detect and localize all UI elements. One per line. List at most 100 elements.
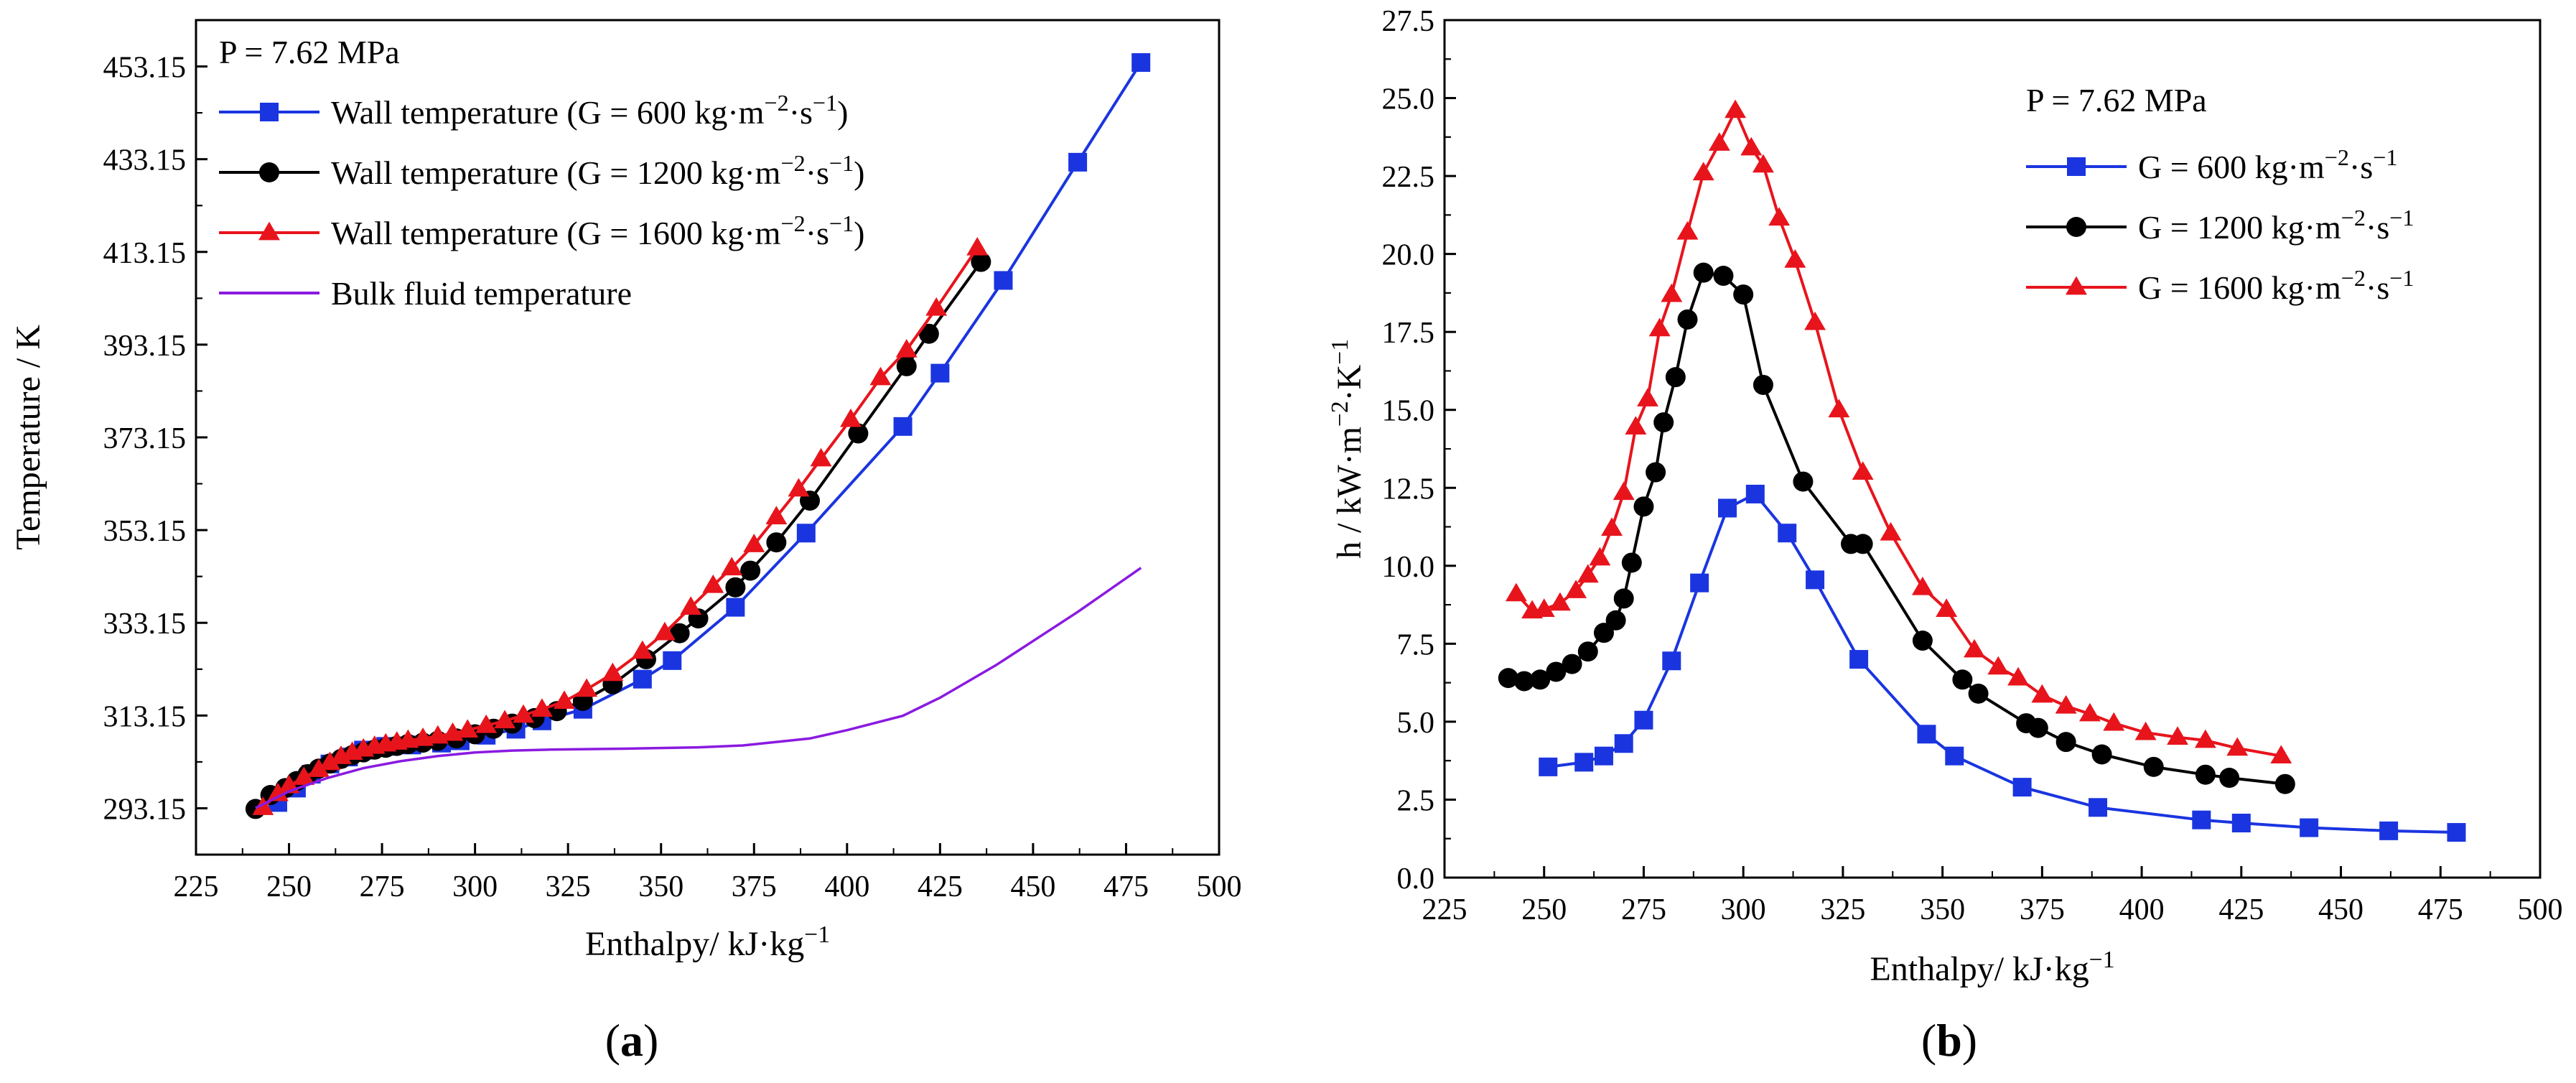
data-point bbox=[2194, 729, 2216, 748]
data-point bbox=[1708, 132, 1730, 151]
data-point bbox=[513, 704, 534, 723]
data-point bbox=[2195, 764, 2216, 785]
data-point bbox=[1676, 220, 1699, 240]
legend-entry: Wall temperature (G = 600 kg·m−2·s−1) bbox=[331, 90, 849, 131]
data-point bbox=[1752, 154, 1774, 173]
x-tick-label: 300 bbox=[452, 870, 498, 903]
data-point bbox=[2012, 778, 2032, 797]
data-point bbox=[1733, 284, 1754, 305]
x-tick-label: 450 bbox=[1010, 870, 1055, 903]
data-point bbox=[602, 662, 624, 682]
x-tick-label: 225 bbox=[174, 870, 219, 903]
data-point bbox=[994, 271, 1013, 290]
data-point bbox=[1852, 461, 1874, 480]
data-point bbox=[796, 524, 816, 543]
data-point bbox=[1880, 521, 1902, 541]
y-tick-label: 0.0 bbox=[1397, 863, 1435, 896]
data-point bbox=[1546, 661, 1567, 682]
data-point bbox=[631, 640, 653, 659]
data-point bbox=[2192, 810, 2211, 829]
y-tick-label: 2.5 bbox=[1397, 784, 1435, 817]
data-point bbox=[1745, 484, 1765, 503]
legend-marker bbox=[260, 103, 279, 121]
y-tick-label: 393.15 bbox=[103, 330, 187, 363]
legend-marker bbox=[2066, 217, 2086, 237]
y-axis-label: Temperature / K bbox=[9, 325, 47, 550]
data-point bbox=[633, 669, 652, 689]
data-point bbox=[1589, 547, 1611, 566]
pressure-annotation: P = 7.62 MPa bbox=[2026, 82, 2207, 118]
series-line bbox=[254, 261, 983, 810]
x-tick-label: 325 bbox=[546, 870, 591, 903]
panel-caption: (a) bbox=[605, 1015, 659, 1066]
series-line bbox=[1508, 271, 2286, 786]
data-point bbox=[457, 719, 479, 738]
data-point bbox=[1562, 654, 1582, 674]
data-point bbox=[680, 596, 702, 615]
data-point bbox=[895, 338, 918, 358]
data-point bbox=[576, 678, 598, 697]
x-axis-label: Enthalpy/ kJ·kg−1 bbox=[1870, 947, 2114, 989]
series-3 bbox=[1505, 99, 2292, 764]
data-point bbox=[2089, 798, 2108, 817]
series-line bbox=[255, 567, 1142, 809]
data-point bbox=[869, 366, 892, 386]
data-point bbox=[1613, 588, 1634, 609]
x-tick-label: 375 bbox=[2020, 893, 2065, 926]
data-point bbox=[1804, 311, 1826, 330]
y-tick-label: 413.15 bbox=[103, 237, 187, 270]
panel-b-chart: 225 250 275 300 325 350 375 400 425 450 475 500 0.0 2… bbox=[1327, 5, 2563, 1066]
y-tick-label: 12.5 bbox=[1382, 473, 1435, 506]
data-point bbox=[2007, 666, 2030, 686]
data-point bbox=[1677, 309, 1698, 330]
data-point bbox=[810, 447, 832, 467]
series-2 bbox=[1498, 262, 2295, 794]
y-tick-label: 433.15 bbox=[103, 144, 187, 177]
plot-frame bbox=[195, 19, 1221, 856]
data-point bbox=[1753, 374, 1773, 395]
data-point bbox=[1634, 710, 1653, 730]
data-point bbox=[669, 623, 690, 643]
data-point bbox=[2055, 694, 2077, 714]
data-point bbox=[2079, 702, 2101, 722]
data-point bbox=[1565, 580, 1587, 598]
x-tick-label: 400 bbox=[2119, 893, 2165, 926]
data-point bbox=[663, 651, 682, 670]
x-tick-label: 350 bbox=[1920, 893, 1965, 926]
x-tick-label: 475 bbox=[1103, 870, 1149, 903]
legend-marker bbox=[2066, 276, 2087, 295]
data-point bbox=[2103, 712, 2125, 731]
x-tick-label: 300 bbox=[1721, 893, 1766, 926]
data-point bbox=[971, 251, 991, 272]
y-tick-label: 7.5 bbox=[1397, 628, 1435, 661]
data-point bbox=[475, 714, 498, 733]
data-point bbox=[2300, 818, 2319, 837]
data-point bbox=[726, 598, 745, 617]
data-point bbox=[2134, 721, 2157, 740]
data-point bbox=[1968, 683, 1989, 704]
data-point bbox=[1692, 162, 1714, 181]
data-point bbox=[766, 532, 787, 553]
x-tick-label: 500 bbox=[1197, 870, 1242, 903]
data-point bbox=[1637, 388, 1658, 406]
data-point bbox=[1577, 641, 1598, 662]
x-tick-label: 250 bbox=[1521, 893, 1567, 926]
data-point bbox=[2447, 823, 2466, 842]
data-point bbox=[653, 621, 676, 641]
data-point bbox=[1648, 317, 1671, 337]
data-point bbox=[2027, 717, 2048, 738]
y-tick-label: 5.0 bbox=[1397, 707, 1435, 740]
data-point bbox=[1717, 498, 1737, 518]
y-tick-label: 353.15 bbox=[103, 515, 187, 548]
data-point bbox=[1936, 598, 1958, 617]
data-point bbox=[1633, 496, 1654, 517]
data-point bbox=[2219, 768, 2240, 789]
data-point bbox=[1513, 671, 1534, 692]
x-tick-label: 400 bbox=[824, 870, 869, 903]
data-point bbox=[1912, 631, 1933, 651]
data-point bbox=[2270, 745, 2292, 764]
data-point bbox=[725, 577, 746, 598]
y-tick-label: 17.5 bbox=[1382, 317, 1435, 350]
data-point bbox=[308, 758, 330, 777]
legend-entry: G = 1200 kg·m−2·s−1 bbox=[2138, 205, 2414, 246]
